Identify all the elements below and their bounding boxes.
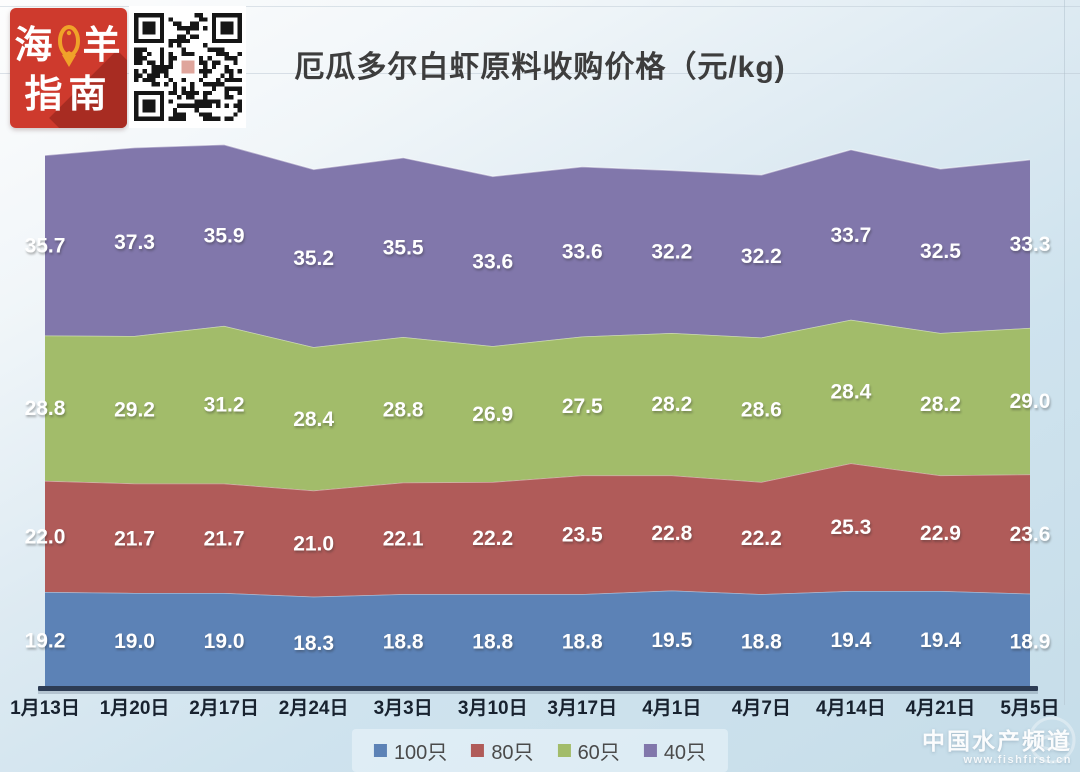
background-gridline: [0, 73, 1080, 74]
area-band-100只: [45, 590, 1030, 689]
data-label-40只: 35.7: [25, 234, 66, 257]
data-label-100只: 18.8: [562, 631, 603, 654]
data-label-60只: 28.4: [830, 381, 871, 404]
legend-swatch: [643, 744, 657, 757]
legend-item-60只: 60只: [557, 736, 620, 765]
data-label-80只: 22.0: [25, 526, 66, 549]
x-axis-label: 1月13日: [10, 698, 80, 719]
data-label-40只: 32.2: [741, 245, 782, 268]
data-label-80只: 22.2: [472, 527, 513, 550]
background-gridline: [0, 6, 1080, 7]
data-label-80只: 21.7: [204, 527, 245, 550]
logo-char-hai: 海: [14, 25, 55, 67]
x-axis-label: 2月24日: [279, 698, 349, 719]
data-label-40只: 33.6: [562, 241, 603, 264]
data-label-40只: 33.6: [472, 250, 513, 273]
area-band-40只: [45, 144, 1030, 348]
data-label-80只: 22.9: [920, 522, 961, 545]
data-label-60只: 29.2: [114, 399, 155, 422]
chart-legend: 100只 80只 60只 40只: [351, 729, 729, 772]
legend-label: 40只: [663, 742, 707, 764]
data-label-100只: 18.9: [1010, 630, 1051, 653]
legend-label: 80只: [491, 742, 534, 764]
watermark-title: 中国水产频道: [922, 728, 1072, 754]
data-label-60只: 29.0: [1010, 390, 1051, 413]
data-label-80只: 23.6: [1010, 523, 1051, 546]
qr-code-pattern: [133, 13, 242, 121]
data-label-80只: 23.5: [562, 524, 603, 547]
data-label-60只: 28.2: [651, 393, 692, 416]
data-label-60只: 28.8: [383, 399, 424, 422]
watermark-url: www.fishfirst.cn: [963, 754, 1072, 766]
x-axis-label: 4月14日: [816, 698, 886, 719]
legend-item-100只: 100只: [373, 736, 448, 765]
x-axis-label: 2月17日: [189, 698, 259, 719]
seafood-guide-logo: 海 羊 指 南: [10, 8, 127, 128]
area-band-80只: [45, 463, 1030, 597]
data-label-40只: 33.7: [830, 224, 871, 247]
x-axis-line: [38, 686, 1038, 691]
data-label-40只: 35.9: [204, 224, 245, 247]
x-axis-label: 5月5日: [1000, 698, 1059, 719]
data-label-80只: 21.7: [114, 527, 155, 550]
data-label-60只: 26.9: [472, 403, 513, 426]
data-label-80只: 22.1: [383, 527, 424, 550]
x-axis-label: 4月1日: [642, 698, 701, 719]
watermark: 中国水产频道 www.fishfirst.cn: [922, 716, 1076, 766]
data-label-60只: 28.4: [293, 408, 334, 431]
data-label-100只: 19.5: [651, 629, 692, 652]
x-axis-shadow: [38, 691, 1038, 694]
area-band-60只: [45, 319, 1030, 491]
x-axis-label: 3月10日: [458, 698, 528, 719]
data-label-100只: 18.8: [383, 631, 424, 654]
data-label-80只: 21.0: [293, 533, 334, 556]
logo-char-yang: 羊: [82, 25, 123, 67]
x-axis-label: 4月21日: [906, 698, 976, 719]
x-axis-label: 3月3日: [374, 698, 433, 719]
chart-title: 厄瓜多尔白虾原料收购价格（元/kg): [294, 51, 786, 84]
legend-swatch: [557, 744, 571, 757]
data-label-80只: 22.8: [651, 522, 692, 545]
data-label-100只: 19.0: [114, 630, 155, 653]
legend-item-80只: 80只: [471, 736, 534, 765]
background-gridline: [1064, 0, 1065, 705]
logo-char-nan: 南: [68, 74, 113, 116]
data-label-40只: 33.3: [1010, 233, 1051, 256]
fish-icon: [57, 25, 80, 67]
data-label-60只: 31.2: [204, 394, 245, 417]
data-label-60只: 28.8: [25, 397, 66, 420]
data-label-100只: 19.4: [920, 629, 961, 652]
area-band-edge: [44, 143, 1031, 178]
data-label-60只: 28.6: [741, 399, 782, 422]
data-label-100只: 19.4: [830, 629, 871, 652]
data-label-80只: 25.3: [830, 516, 871, 539]
data-label-40只: 35.5: [383, 236, 424, 259]
data-label-40只: 32.5: [920, 240, 961, 263]
legend-swatch: [471, 744, 485, 757]
data-label-100只: 18.3: [293, 632, 334, 655]
data-label-40只: 35.2: [293, 247, 334, 270]
data-label-40只: 32.2: [651, 241, 692, 264]
legend-label: 100只: [393, 742, 448, 764]
data-label-40只: 37.3: [114, 231, 155, 254]
data-label-100只: 18.8: [472, 631, 513, 654]
x-axis-label: 3月17日: [547, 698, 617, 719]
data-label-100只: 19.0: [204, 630, 245, 653]
data-label-60只: 28.2: [920, 393, 961, 416]
legend-item-40只: 40只: [643, 736, 707, 765]
data-label-100只: 19.2: [25, 630, 66, 653]
x-axis-label: 1月20日: [100, 698, 170, 719]
fishfirst-logo-icon: [1028, 716, 1076, 764]
qr-code: [129, 6, 246, 128]
logo-char-zhi: 指: [24, 74, 69, 116]
data-label-100只: 18.8: [741, 631, 782, 654]
legend-swatch: [373, 744, 387, 757]
data-label-80只: 22.2: [741, 527, 782, 550]
legend-label: 60只: [577, 742, 620, 764]
x-axis-label: 4月7日: [732, 698, 791, 719]
data-label-60只: 27.5: [562, 395, 603, 418]
